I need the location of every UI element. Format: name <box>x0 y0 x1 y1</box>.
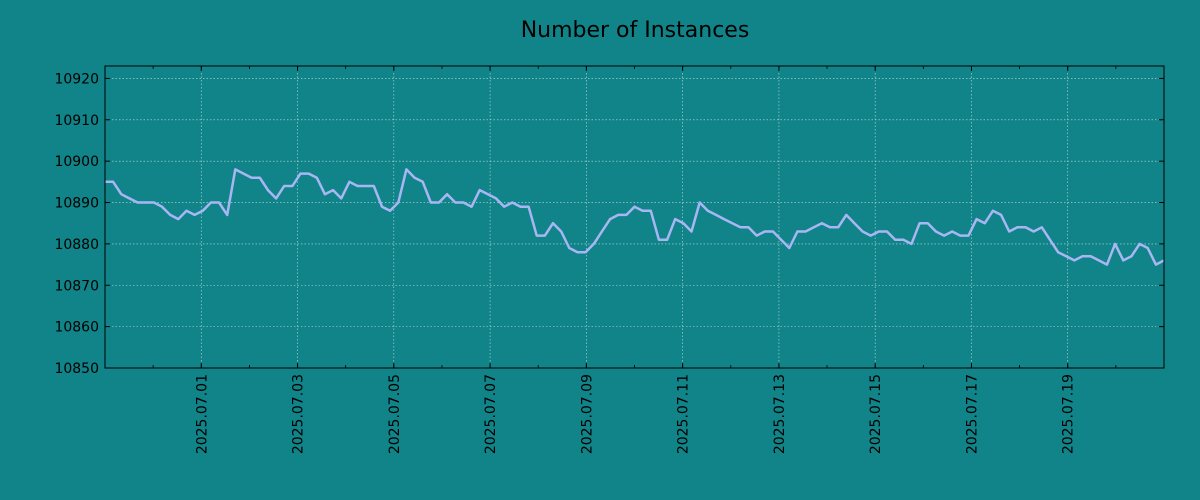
x-tick-label: 2025.07.19 <box>1061 374 1077 454</box>
x-tick-label: 2025.07.09 <box>579 374 595 454</box>
plot-frame <box>104 65 1165 369</box>
x-tick-label: 2025.07.13 <box>772 374 788 454</box>
y-tick-label: 10910 <box>54 113 99 129</box>
x-tick-label: 2025.07.15 <box>868 374 884 454</box>
x-tick-label: 2025.07.07 <box>483 374 499 454</box>
y-tick-label: 10900 <box>54 154 99 170</box>
x-tick-label: 2025.07.11 <box>676 374 692 454</box>
chart-title: Number of Instances <box>521 18 750 43</box>
y-axis: 10850 10860 10870 10880 10890 10900 10910 10920 <box>54 71 1164 377</box>
y-tick-label: 10880 <box>54 237 99 253</box>
y-tick-label: 10850 <box>54 361 99 377</box>
x-tick-label: 2025.07.05 <box>387 374 403 454</box>
y-tick-label: 10860 <box>54 320 99 336</box>
x-axis: 2025.07.01 2025.07.03 2025.07.05 2025.07.07… <box>152 66 1117 454</box>
series-line <box>105 168 1165 266</box>
x-tick-label: 2025.07.01 <box>194 374 210 454</box>
y-tick-label: 10890 <box>54 196 99 212</box>
plot-background <box>105 66 1164 368</box>
y-tick-label: 10920 <box>54 71 99 87</box>
gridlines <box>105 66 1164 368</box>
x-tick-label: 2025.07.17 <box>964 374 980 454</box>
x-tick-label: 2025.07.03 <box>291 374 307 454</box>
plot-area: 10850 10860 10870 10880 10890 10900 10910 10920… <box>54 65 1165 454</box>
y-tick-label: 10870 <box>54 278 99 294</box>
